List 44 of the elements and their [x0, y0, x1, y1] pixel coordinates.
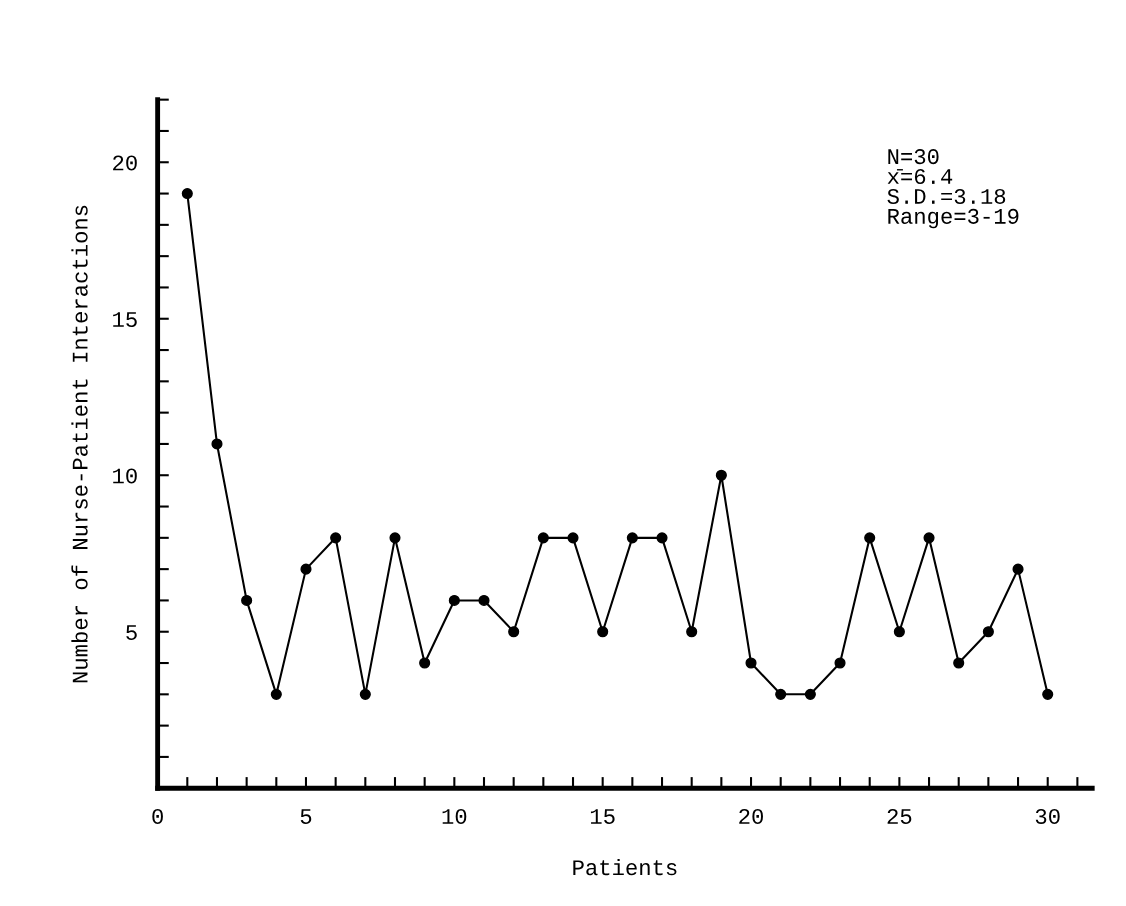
- point: [626, 532, 638, 544]
- y-tick-label: 10: [113, 468, 137, 484]
- point: [923, 532, 935, 544]
- point: [953, 657, 965, 669]
- point: [241, 594, 253, 606]
- annotation: N=30 x̄=6.4 S.D.=3.18 Range=3-19: [887, 149, 1019, 229]
- point: [715, 469, 727, 481]
- point: [537, 532, 549, 544]
- point: [1012, 563, 1024, 575]
- x-tick-label: 0: [152, 808, 163, 824]
- point: [656, 532, 668, 544]
- point: [478, 594, 490, 606]
- point: [181, 187, 193, 200]
- point: [864, 532, 876, 544]
- x-axis-title: Patients: [573, 858, 677, 876]
- x-tick-label: 5: [300, 809, 312, 824]
- point: [270, 688, 282, 700]
- point: [686, 626, 698, 638]
- point: [448, 594, 460, 606]
- point: [804, 688, 816, 700]
- point: [419, 657, 431, 669]
- x-tick-label: 10: [442, 808, 467, 824]
- point: [330, 532, 342, 544]
- x-tick-label: 20: [739, 808, 763, 824]
- point: [893, 626, 905, 638]
- point: [775, 688, 787, 700]
- point: [597, 626, 609, 638]
- y-tick-label: 5: [126, 625, 137, 640]
- point: [745, 657, 757, 669]
- point: [1042, 688, 1054, 700]
- x-tick-label: 30: [1035, 808, 1060, 824]
- point: [359, 688, 371, 700]
- point: [508, 626, 520, 638]
- x-tick-label: 15: [590, 809, 615, 824]
- y-tick-label: 20: [113, 155, 137, 171]
- point: [567, 532, 579, 544]
- point: [389, 532, 401, 544]
- point: [834, 657, 846, 669]
- y-tick-label: 15: [113, 312, 137, 328]
- x-tick-label: 25: [887, 808, 912, 824]
- y-axis-title: Number of Nurse-Patient Interactions: [71, 205, 88, 683]
- point: [300, 563, 312, 575]
- point: [211, 438, 223, 450]
- point: [982, 626, 994, 638]
